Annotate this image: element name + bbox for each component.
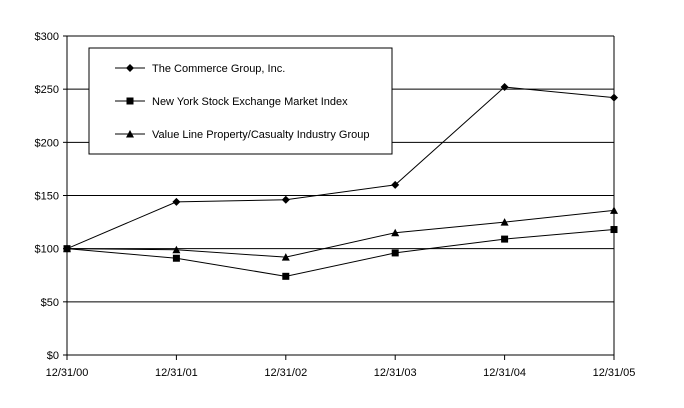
data-point-square xyxy=(501,235,509,243)
y-tick-label: $300 xyxy=(35,31,59,43)
legend-marker-square xyxy=(126,97,134,105)
legend-marker-triangle xyxy=(126,130,134,138)
series-2 xyxy=(63,226,618,280)
legend-label: New York Stock Exchange Market Index xyxy=(152,96,348,108)
legend: The Commerce Group, Inc. New York Stock E… xyxy=(88,47,393,155)
x-tick-label: 12/31/02 xyxy=(264,367,307,379)
series-group xyxy=(63,83,618,280)
data-point-diamond xyxy=(391,180,400,189)
series-3 xyxy=(63,206,618,261)
legend-item: The Commerce Group, Inc. xyxy=(115,63,285,75)
data-point-square xyxy=(282,272,290,280)
x-tick-label: 12/31/05 xyxy=(593,367,636,379)
y-axis-tick-labels: $0 $50 $100 $150 $200 $250 $300 xyxy=(35,31,59,362)
data-point-square xyxy=(610,226,618,234)
legend-item: New York Stock Exchange Market Index xyxy=(115,96,348,108)
data-point-triangle xyxy=(610,206,618,214)
series-line xyxy=(66,86,615,250)
series-line xyxy=(66,229,615,277)
series-line xyxy=(66,209,615,258)
legend-items: The Commerce Group, Inc. New York Stock E… xyxy=(115,63,369,141)
data-point-diamond xyxy=(500,83,509,92)
y-tick-label: $50 xyxy=(41,297,59,309)
data-point-triangle xyxy=(172,245,181,254)
legend-label: Value Line Property/Casualty Industry Gr… xyxy=(152,129,369,141)
data-point-triangle xyxy=(63,244,71,253)
data-point-triangle xyxy=(500,218,509,226)
y-tick-label: $250 xyxy=(35,84,59,96)
data-point-square xyxy=(391,249,399,257)
legend-marker-diamond xyxy=(126,64,134,72)
y-tick-label: $150 xyxy=(35,191,59,203)
y-tick-label: $100 xyxy=(35,244,59,256)
legend-label: The Commerce Group, Inc. xyxy=(152,63,285,75)
data-point-diamond xyxy=(172,197,181,206)
x-axis-tick-labels: 12/31/00 12/31/01 12/31/02 12/31/03 12/31/04… xyxy=(46,367,636,379)
data-point-diamond xyxy=(281,195,290,204)
x-tick-label: 12/31/04 xyxy=(483,367,526,379)
data-point-triangle xyxy=(281,253,290,261)
y-tick-label: $0 xyxy=(47,350,59,362)
x-tick-label: 12/31/03 xyxy=(374,367,417,379)
x-tick-label: 12/31/01 xyxy=(155,367,198,379)
legend-item: Value Line Property/Casualty Industry Gr… xyxy=(115,129,369,141)
axes xyxy=(63,35,615,360)
data-point-square xyxy=(172,254,180,262)
y-tick-label: $200 xyxy=(35,137,59,149)
data-point-triangle xyxy=(391,228,400,237)
x-tick-label: 12/31/00 xyxy=(46,367,89,379)
data-point-diamond xyxy=(610,93,618,102)
